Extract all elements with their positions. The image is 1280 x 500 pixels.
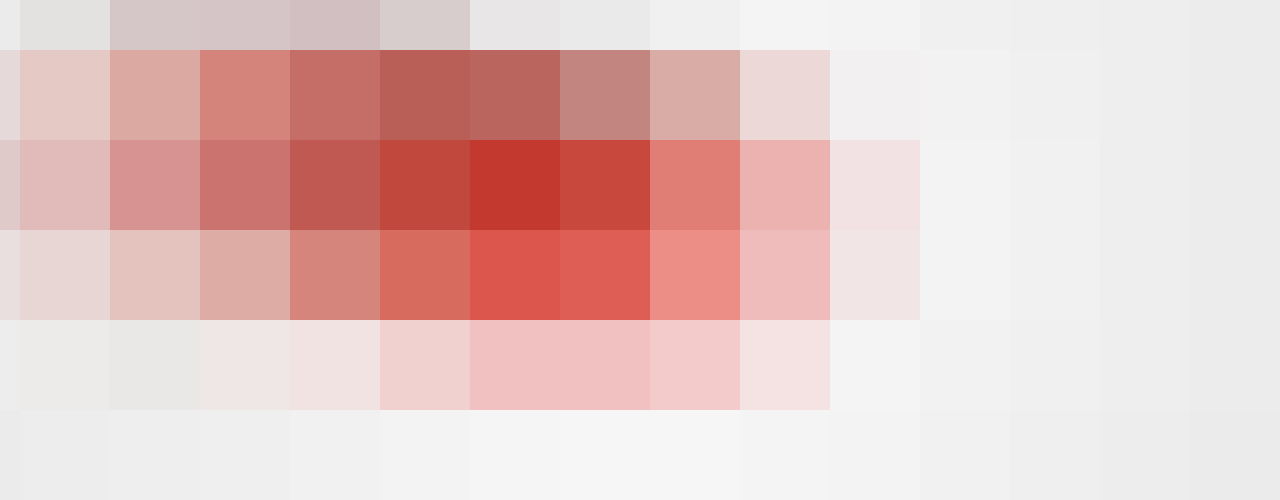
mosaic-tile <box>650 320 740 410</box>
mosaic-tile <box>290 410 380 500</box>
mosaic-tile <box>110 50 200 140</box>
mosaic-tile <box>0 230 20 320</box>
mosaic-tile <box>830 230 920 320</box>
mosaic-tile <box>560 0 650 50</box>
mosaic-tile <box>0 410 20 500</box>
mosaic-tile <box>0 50 20 140</box>
mosaic-tile <box>0 320 20 410</box>
mosaic-tile <box>830 140 920 230</box>
mosaic-tile <box>1010 320 1100 410</box>
mosaic-tile <box>290 140 380 230</box>
mosaic-tile <box>1100 50 1190 140</box>
mosaic-tile <box>1100 140 1190 230</box>
mosaic-tile <box>20 230 110 320</box>
mosaic-tile <box>1190 0 1280 50</box>
mosaic-tile <box>290 50 380 140</box>
mosaic-tile <box>740 230 830 320</box>
mosaic-tile <box>200 230 290 320</box>
mosaic-tile <box>740 320 830 410</box>
mosaic-tile <box>920 230 1010 320</box>
mosaic-tile <box>380 320 470 410</box>
mosaic-tile <box>740 50 830 140</box>
mosaic-tile <box>200 320 290 410</box>
mosaic-tile <box>200 140 290 230</box>
mosaic-tile <box>380 140 470 230</box>
mosaic-tile <box>650 140 740 230</box>
mosaic-tile <box>1190 140 1280 230</box>
mosaic-tile <box>560 230 650 320</box>
mosaic-tile <box>560 140 650 230</box>
mosaic-tile <box>1100 0 1190 50</box>
mosaic-tile <box>470 0 560 50</box>
mosaic-tile <box>920 50 1010 140</box>
mosaic-tile <box>1190 50 1280 140</box>
mosaic-tile <box>380 230 470 320</box>
mosaic-tile <box>560 50 650 140</box>
mosaic-tile <box>470 320 560 410</box>
mosaic-tile <box>1010 50 1100 140</box>
mosaic-tile <box>200 50 290 140</box>
mosaic-tile <box>740 0 830 50</box>
mosaic-tile <box>110 230 200 320</box>
mosaic-tile <box>20 50 110 140</box>
mosaic-tile <box>380 410 470 500</box>
mosaic-tile <box>200 410 290 500</box>
mosaic-tile <box>290 230 380 320</box>
mosaic-tile <box>560 410 650 500</box>
mosaic-tile <box>470 50 560 140</box>
mosaic-tile <box>290 0 380 50</box>
mosaic-tile <box>1100 230 1190 320</box>
mosaic-tile <box>1100 410 1190 500</box>
mosaic-tile <box>1190 320 1280 410</box>
mosaic-tile <box>1010 0 1100 50</box>
mosaic-tile <box>200 0 290 50</box>
mosaic-tile <box>1190 410 1280 500</box>
mosaic-tile <box>830 410 920 500</box>
mosaic-tile <box>470 410 560 500</box>
mosaic-tile <box>290 320 380 410</box>
mosaic-tile <box>110 320 200 410</box>
mosaic-tile <box>1100 320 1190 410</box>
mosaic-tile <box>470 140 560 230</box>
mosaic-tile <box>380 0 470 50</box>
mosaic-tile <box>830 0 920 50</box>
mosaic-tile <box>650 410 740 500</box>
mosaic-tile <box>650 50 740 140</box>
mosaic-tile <box>20 0 110 50</box>
mosaic-tile <box>470 230 560 320</box>
mosaic-tile <box>740 410 830 500</box>
mosaic-tile <box>830 320 920 410</box>
mosaic-tile <box>110 410 200 500</box>
mosaic-tile <box>650 0 740 50</box>
mosaic-tile <box>1010 410 1100 500</box>
mosaic-tile <box>380 50 470 140</box>
mosaic-tile <box>20 320 110 410</box>
mosaic-tile <box>830 50 920 140</box>
mosaic-tile <box>920 140 1010 230</box>
mosaic-tile <box>110 140 200 230</box>
mosaic-tile <box>0 140 20 230</box>
mosaic-tile <box>920 410 1010 500</box>
mosaic-tile <box>1010 140 1100 230</box>
mosaic-tile <box>740 140 830 230</box>
mosaic-tile <box>920 0 1010 50</box>
mosaic-tile <box>1190 230 1280 320</box>
mosaic-tile <box>20 140 110 230</box>
mosaic-tile <box>560 320 650 410</box>
mosaic-tile <box>920 320 1010 410</box>
mosaic-tile <box>110 0 200 50</box>
mosaic-tile <box>650 230 740 320</box>
mosaic-tile <box>1010 230 1100 320</box>
mosaic-tile <box>20 410 110 500</box>
mosaic-tile <box>0 0 20 50</box>
